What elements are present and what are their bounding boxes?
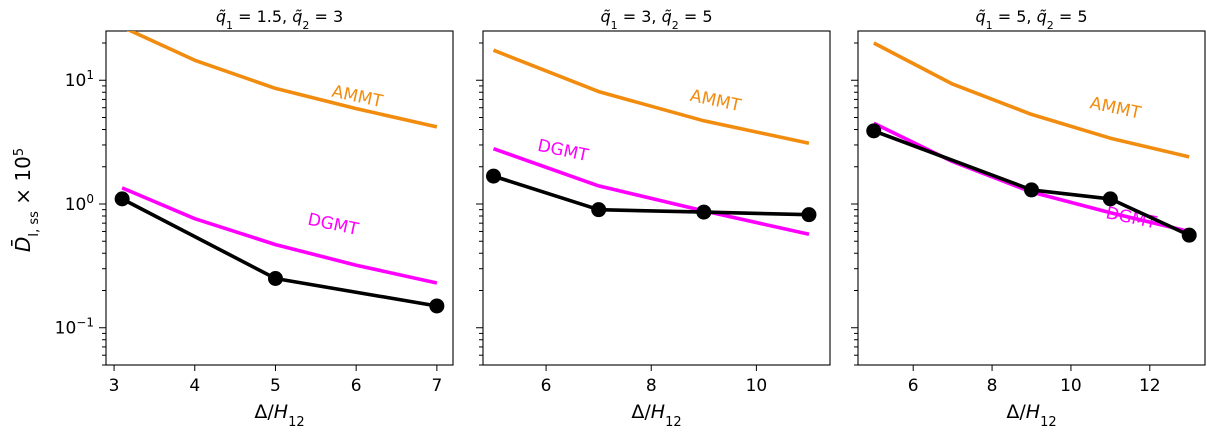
- x-tick-label: 7: [431, 376, 442, 396]
- data-point: [1181, 227, 1197, 243]
- x-axis-label: Δ/H12: [631, 401, 681, 430]
- data-point: [1102, 191, 1118, 207]
- panel-title: q̃1 = 1.5, q̃2 = 3: [216, 7, 343, 32]
- x-tick-label: 6: [908, 376, 919, 396]
- y-tick-label: 100: [65, 192, 94, 215]
- x-tick-label: 4: [189, 376, 200, 396]
- x-tick-label: 10: [746, 376, 768, 396]
- x-tick-label: 5: [270, 376, 281, 396]
- series-line-dgmt: [492, 147, 810, 236]
- data-point: [114, 191, 130, 207]
- y-axis-label-text: D̄I, ss × 105: [10, 148, 41, 252]
- series-line-ammt: [872, 41, 1190, 159]
- data-point: [1024, 182, 1039, 198]
- panel-title: q̃1 = 5, q̃2 = 5: [975, 7, 1087, 32]
- data-point: [696, 204, 712, 220]
- x-tick-label: 12: [1139, 376, 1161, 396]
- panel-title: q̃1 = 3, q̃2 = 5: [600, 7, 712, 32]
- curve-label-dgmt: DGMT: [306, 210, 361, 240]
- x-tick-label: 8: [987, 376, 998, 396]
- data-point: [429, 298, 445, 314]
- plot-frame: [857, 30, 1206, 366]
- x-axis-label: Δ/H12: [254, 401, 304, 430]
- y-axis-label: D̄I, ss × 105: [10, 148, 41, 252]
- plot-frame: [105, 30, 454, 366]
- y-tick-label: 10−1: [55, 316, 94, 339]
- data-point: [267, 271, 283, 287]
- curve-label-ammt: AMMT: [1088, 93, 1143, 123]
- data-point: [591, 202, 607, 218]
- x-tick-label: 3: [109, 376, 120, 396]
- curve-label-dgmt: DGMT: [536, 136, 591, 166]
- x-tick-label: 6: [351, 376, 362, 396]
- data-point: [801, 207, 817, 223]
- panel-2: 6 8 10 q̃1 = 3, q̃2 = 5 Δ/H12 AMMT DGMT: [476, 7, 831, 430]
- series-line-dgmt: [121, 186, 438, 285]
- x-axis-label: Δ/H12: [1006, 401, 1056, 430]
- series-line-data: [121, 197, 438, 308]
- data-point: [486, 168, 502, 184]
- series-line-data: [873, 129, 1190, 237]
- series-line-ammt: [126, 31, 438, 129]
- x-tick-label: 6: [541, 376, 552, 396]
- data-point: [866, 123, 882, 139]
- x-tick-label: 8: [646, 376, 657, 396]
- curve-label-ammt: AMMT: [688, 86, 743, 116]
- series-line-ammt: [492, 48, 810, 145]
- x-tick-label: 10: [1060, 376, 1082, 396]
- plot-frame: [482, 30, 831, 366]
- series-line-data: [492, 174, 810, 217]
- y-tick-label: 101: [65, 68, 94, 91]
